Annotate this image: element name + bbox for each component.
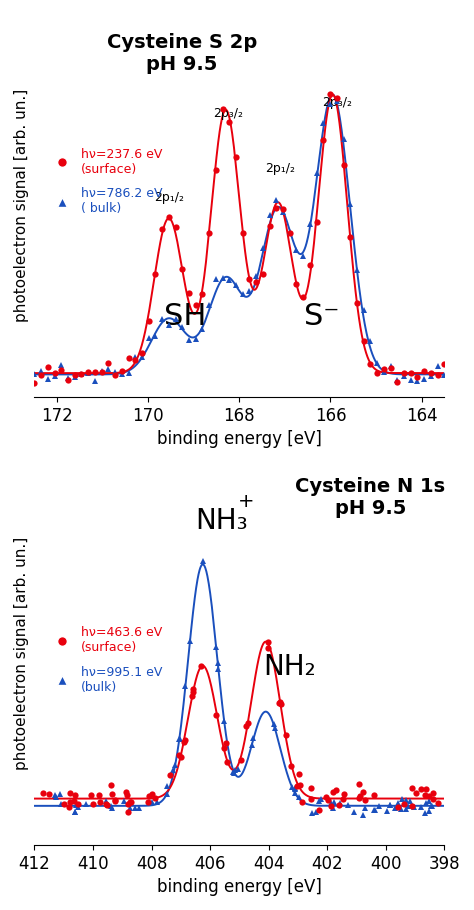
Text: 2p₃/₂: 2p₃/₂	[213, 107, 243, 120]
X-axis label: binding energy [eV]: binding energy [eV]	[157, 878, 322, 896]
Text: SH: SH	[164, 301, 206, 330]
Y-axis label: photoelectron signal [arb. un.]: photoelectron signal [arb. un.]	[14, 537, 29, 770]
Text: S⁻: S⁻	[304, 301, 339, 330]
Text: NH₂: NH₂	[263, 653, 316, 682]
X-axis label: binding energy [eV]: binding energy [eV]	[157, 430, 322, 448]
Text: 2p₁/₂: 2p₁/₂	[154, 191, 184, 204]
Legend: hν=463.6 eV
(surface), hν=995.1 eV
(bulk): hν=463.6 eV (surface), hν=995.1 eV (bulk…	[45, 622, 167, 699]
Text: Cysteine S 2p
pH 9.5: Cysteine S 2p pH 9.5	[107, 33, 257, 74]
Text: NH₃: NH₃	[195, 507, 248, 535]
Text: Cysteine N 1s
pH 9.5: Cysteine N 1s pH 9.5	[295, 477, 446, 519]
Text: +: +	[238, 491, 255, 511]
Text: 2p₃/₂: 2p₃/₂	[322, 96, 352, 109]
Y-axis label: photoelectron signal [arb. un.]: photoelectron signal [arb. un.]	[14, 88, 29, 322]
Legend: hν=237.6 eV
(surface), hν=786.2 eV
( bulk): hν=237.6 eV (surface), hν=786.2 eV ( bul…	[45, 143, 167, 220]
Text: 2p₁/₂: 2p₁/₂	[265, 162, 295, 175]
